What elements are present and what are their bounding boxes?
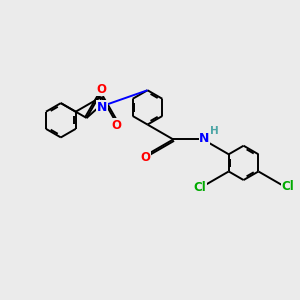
Text: Cl: Cl <box>194 181 206 194</box>
Text: N: N <box>199 132 210 145</box>
Text: O: O <box>140 151 150 164</box>
Text: O: O <box>96 83 106 96</box>
Text: O: O <box>111 119 121 132</box>
Text: H: H <box>210 126 218 136</box>
Text: N: N <box>97 101 107 114</box>
Text: Cl: Cl <box>281 180 294 193</box>
